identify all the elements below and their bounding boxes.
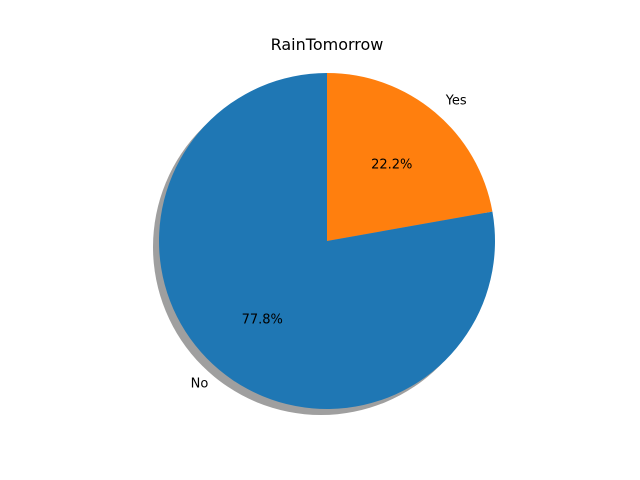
pie-slice-no (158, 73, 495, 409)
slice-label-no: No (191, 377, 209, 392)
pie-slices (158, 73, 495, 409)
pie-slice-yes (327, 73, 493, 241)
slice-percent-yes: 22.2% (371, 158, 412, 173)
pie-labels: Yes 22.2% No 77.8% (191, 93, 467, 391)
chart-title: RainTomorrow (271, 35, 384, 54)
slice-percent-no: 77.8% (242, 312, 283, 327)
slice-label-yes: Yes (445, 93, 467, 108)
